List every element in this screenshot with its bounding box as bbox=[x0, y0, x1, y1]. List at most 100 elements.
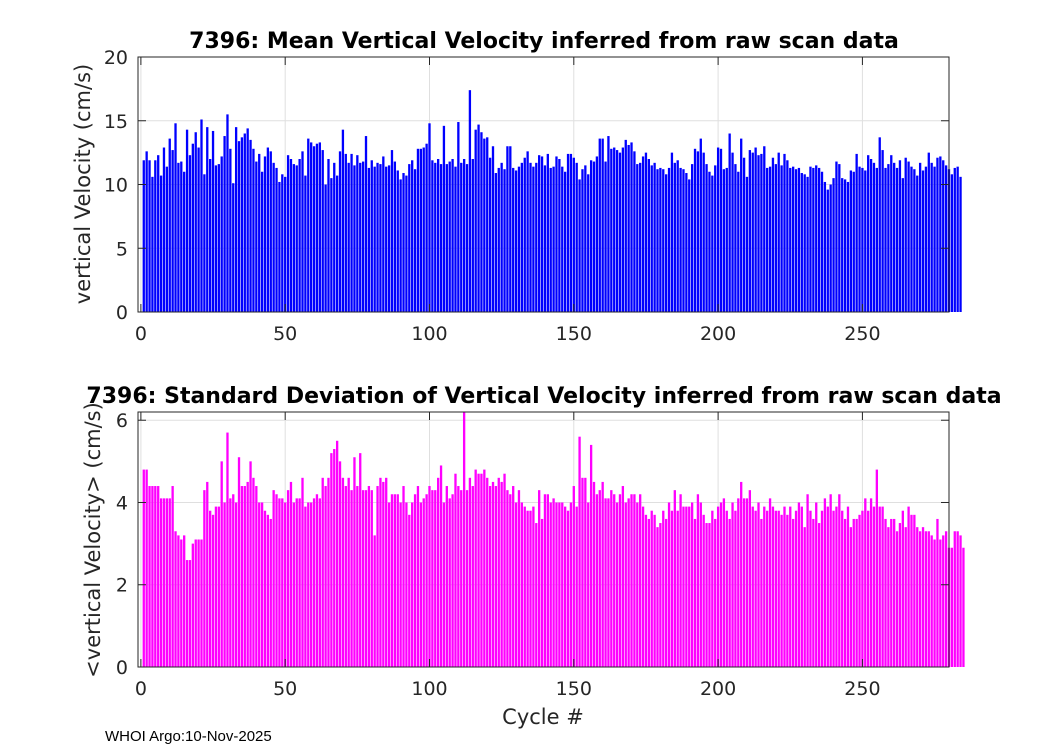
std-velocity-bar bbox=[437, 477, 440, 667]
std-velocity-bar bbox=[514, 502, 518, 667]
std-velocity-bar bbox=[838, 494, 841, 667]
mean-velocity-bar bbox=[751, 152, 754, 313]
std-velocity-bar bbox=[610, 490, 613, 667]
std-velocity-bar bbox=[243, 486, 246, 667]
std-velocity-bar bbox=[846, 506, 850, 667]
std-velocity-bar bbox=[465, 490, 469, 667]
std-velocity-bar bbox=[815, 502, 818, 667]
mean-velocity-bar bbox=[621, 147, 625, 312]
std-velocity-bar bbox=[154, 486, 157, 667]
mean-velocity-bar bbox=[333, 162, 336, 312]
std-velocity-bar bbox=[145, 469, 148, 667]
mean-velocity-bar bbox=[887, 164, 890, 312]
mean-velocity-bar bbox=[503, 169, 506, 312]
std-velocity-bar bbox=[370, 490, 373, 667]
std-velocity-bar bbox=[315, 494, 319, 667]
std-velocity-bar bbox=[183, 535, 186, 667]
std-velocity-x-tick-label: 150 bbox=[556, 678, 592, 700]
std-velocity-bar bbox=[800, 506, 803, 667]
std-velocity-bar bbox=[708, 523, 711, 667]
std-velocity-bar bbox=[575, 506, 578, 667]
mean-velocity-bar bbox=[630, 142, 633, 312]
std-velocity-bar bbox=[180, 539, 183, 667]
mean-velocity-bar bbox=[893, 162, 896, 312]
mean-velocity-bar bbox=[575, 162, 578, 312]
std-velocity-x-tick-label: 100 bbox=[411, 678, 447, 700]
mean-velocity-bar bbox=[451, 159, 454, 312]
mean-velocity-bar bbox=[347, 162, 350, 312]
mean-velocity-bar bbox=[240, 137, 244, 312]
mean-velocity-bar bbox=[598, 138, 601, 312]
mean-velocity-bar bbox=[812, 167, 815, 312]
mean-velocity-bar bbox=[907, 161, 910, 312]
mean-velocity-bar bbox=[792, 166, 795, 312]
std-velocity-bar bbox=[364, 490, 368, 667]
mean-velocity-bar bbox=[921, 170, 925, 312]
std-velocity-bar bbox=[627, 498, 630, 667]
mean-velocity-bar bbox=[627, 144, 630, 312]
mean-velocity-bar bbox=[589, 160, 593, 312]
mean-velocity-bar bbox=[820, 171, 824, 312]
footer-stamp: WHOI Argo:10-Nov-2025 bbox=[105, 728, 272, 745]
mean-velocity-bar bbox=[217, 164, 220, 312]
std-velocity-bar bbox=[662, 510, 665, 667]
mean-velocity-bar bbox=[416, 148, 420, 312]
mean-velocity-bar bbox=[927, 152, 930, 313]
std-velocity-bar bbox=[702, 514, 705, 667]
std-velocity-bar bbox=[887, 527, 890, 667]
mean-velocity-bar bbox=[422, 147, 425, 312]
std-velocity-bar bbox=[413, 494, 417, 667]
mean-velocity-bar bbox=[512, 167, 515, 312]
std-velocity-bar bbox=[875, 469, 878, 667]
std-velocity-bar bbox=[797, 502, 801, 667]
std-velocity-bar bbox=[618, 494, 622, 667]
mean-velocity-bars bbox=[142, 90, 962, 313]
mean-velocity-title: 7396: Mean Vertical Velocity inferred fr… bbox=[189, 29, 899, 54]
mean-velocity-bar bbox=[260, 171, 264, 312]
mean-velocity-bar bbox=[875, 167, 878, 312]
mean-velocity-bar bbox=[286, 155, 290, 312]
mean-velocity-bar bbox=[200, 119, 203, 312]
std-velocity-bar bbox=[234, 502, 238, 667]
std-velocity-bar bbox=[387, 502, 391, 667]
mean-velocity-bar bbox=[497, 167, 500, 312]
std-velocity-bar bbox=[269, 518, 272, 667]
mean-velocity-y-tick-label: 10 bbox=[104, 175, 128, 197]
std-velocity-bar bbox=[592, 481, 596, 667]
mean-velocity-bar bbox=[566, 153, 570, 312]
std-velocity-bar bbox=[457, 486, 460, 667]
std-velocity-bar bbox=[942, 535, 945, 667]
std-velocity-bar bbox=[913, 514, 916, 667]
std-velocity-bar bbox=[555, 502, 558, 667]
mean-velocity-bar bbox=[214, 165, 218, 313]
std-velocity-bar bbox=[318, 498, 321, 667]
std-velocity-bar bbox=[812, 518, 815, 667]
std-velocity-bar bbox=[393, 494, 397, 667]
mean-velocity-bar bbox=[191, 143, 194, 312]
mean-velocity-bar bbox=[760, 153, 763, 312]
mean-velocity-bar bbox=[188, 155, 192, 312]
std-velocity-bar bbox=[240, 486, 244, 667]
std-velocity-bar bbox=[563, 506, 567, 667]
std-velocity-bar bbox=[820, 510, 824, 667]
std-velocity-bar bbox=[396, 494, 399, 667]
std-velocity-bar bbox=[962, 547, 965, 667]
mean-velocity-bar bbox=[500, 162, 503, 312]
mean-velocity-bar bbox=[165, 166, 169, 312]
mean-velocity-bar bbox=[771, 157, 775, 312]
std-velocity-bar bbox=[690, 502, 694, 667]
std-velocity-bar bbox=[587, 502, 590, 667]
mean-velocity-x-tick-label: 150 bbox=[556, 323, 592, 345]
std-velocity-bar bbox=[151, 486, 154, 667]
std-velocity-bar bbox=[425, 494, 428, 667]
std-velocity-bar bbox=[168, 498, 171, 667]
std-velocity-bar bbox=[904, 527, 907, 667]
std-velocity-bar bbox=[584, 477, 587, 667]
std-velocity-bar bbox=[229, 498, 232, 667]
std-velocity-bar bbox=[312, 498, 316, 667]
std-velocity-bar bbox=[517, 490, 521, 667]
std-velocity-bar bbox=[792, 518, 795, 667]
mean-velocity-bar bbox=[725, 167, 728, 312]
std-velocity-bar bbox=[826, 506, 829, 667]
mean-velocity-x-tick-label: 0 bbox=[135, 323, 147, 345]
